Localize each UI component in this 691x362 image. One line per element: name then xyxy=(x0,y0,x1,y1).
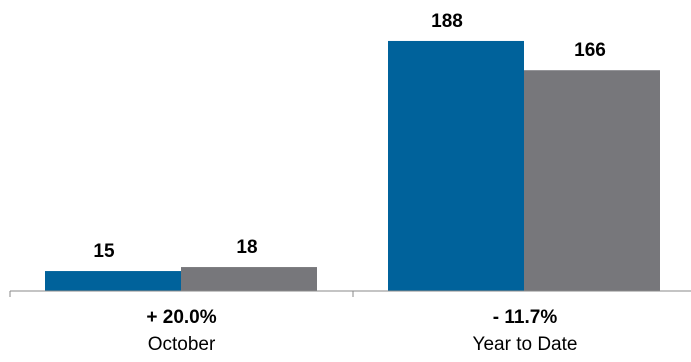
bar-2-series-2 xyxy=(524,70,660,291)
category-label-2: Year to Date xyxy=(473,334,578,355)
value-label-1-series-2: 18 xyxy=(236,237,257,258)
bars-layer xyxy=(45,40,660,292)
value-labels-layer: 15 18 188 166 xyxy=(93,11,605,262)
bar-2-series-1 xyxy=(388,40,524,292)
change-label-1: + 20.0% xyxy=(146,307,216,328)
category-label-1: October xyxy=(148,334,216,355)
category-labels-layer: + 20.0% October - 11.7% Year to Date xyxy=(146,307,577,355)
bar-1-series-1 xyxy=(45,271,181,291)
value-label-2-series-2: 166 xyxy=(574,40,606,61)
value-label-1-series-1: 15 xyxy=(93,241,115,262)
bar-1-series-2 xyxy=(181,267,317,291)
value-label-2-series-1: 188 xyxy=(431,11,463,32)
x-axis xyxy=(9,290,691,297)
change-label-2: - 11.7% xyxy=(493,307,558,328)
